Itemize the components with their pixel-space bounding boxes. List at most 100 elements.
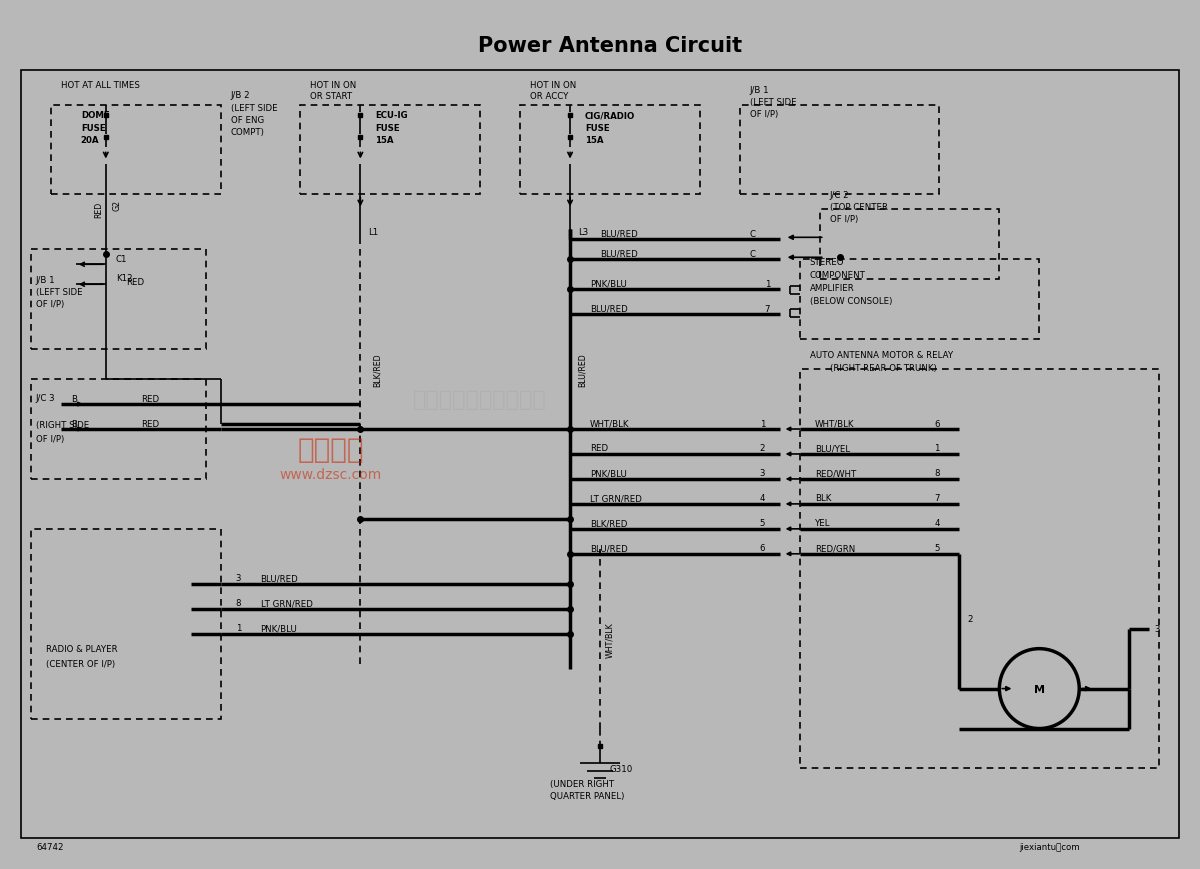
Text: WHT/BLK: WHT/BLK	[815, 419, 854, 428]
Text: G310: G310	[610, 764, 634, 773]
Text: C: C	[750, 229, 756, 239]
Text: C1: C1	[115, 255, 127, 263]
Text: HOT IN ON: HOT IN ON	[311, 81, 356, 90]
Text: RED: RED	[140, 395, 158, 403]
Text: WHT/BLK: WHT/BLK	[590, 419, 630, 428]
Text: 15A: 15A	[586, 136, 604, 145]
Text: YEL: YEL	[815, 519, 830, 527]
Text: 2: 2	[760, 444, 766, 453]
Text: 维库一卡: 维库一卡	[298, 435, 364, 463]
Text: BLK: BLK	[815, 494, 832, 503]
Text: (RIGHT SIDE: (RIGHT SIDE	[36, 420, 89, 429]
Text: J/C 2: J/C 2	[829, 190, 850, 200]
Text: COMPONENT: COMPONENT	[810, 270, 865, 280]
Text: HOT IN ON: HOT IN ON	[530, 81, 576, 90]
Text: RED/WHT: RED/WHT	[815, 469, 856, 478]
Text: OF ENG: OF ENG	[230, 116, 264, 125]
Text: BLU/RED: BLU/RED	[590, 304, 628, 314]
Bar	[820, 210, 1000, 280]
Text: CIG/RADIO: CIG/RADIO	[586, 111, 635, 120]
Text: J/B 1: J/B 1	[750, 86, 769, 95]
Text: 7: 7	[935, 494, 940, 503]
Text: 1: 1	[935, 444, 940, 453]
Text: (RIGHT REAR OF TRUNK): (RIGHT REAR OF TRUNK)	[829, 363, 936, 372]
Text: RADIO & PLAYER: RADIO & PLAYER	[46, 645, 118, 653]
Text: 20A: 20A	[80, 136, 100, 145]
Text: BLU/YEL: BLU/YEL	[815, 444, 850, 453]
Text: PNK/BLU: PNK/BLU	[590, 280, 626, 289]
Text: G2: G2	[113, 200, 121, 210]
Text: B: B	[71, 419, 77, 428]
Text: STEREO: STEREO	[810, 257, 844, 267]
Text: LT GRN/RED: LT GRN/RED	[590, 494, 642, 503]
Text: (CENTER OF I/P): (CENTER OF I/P)	[46, 660, 115, 668]
Text: QUARTER PANEL): QUARTER PANEL)	[550, 791, 624, 800]
Text: 64742: 64742	[36, 842, 64, 851]
Text: BLU/RED: BLU/RED	[600, 249, 637, 258]
Text: PNK/BLU: PNK/BLU	[260, 623, 298, 633]
Text: 4: 4	[760, 494, 766, 503]
Text: (TOP CENTER: (TOP CENTER	[829, 202, 888, 212]
Text: RED: RED	[590, 444, 608, 453]
Text: 3: 3	[1154, 625, 1159, 634]
Bar	[799, 260, 1039, 340]
Text: 3: 3	[760, 469, 766, 478]
Text: OF I/P): OF I/P)	[36, 435, 64, 444]
Text: COMPT): COMPT)	[230, 128, 264, 136]
Bar	[31, 529, 221, 719]
Text: (BELOW CONSOLE): (BELOW CONSOLE)	[810, 296, 892, 305]
Text: OR ACCY: OR ACCY	[530, 92, 569, 101]
Text: J/B 1: J/B 1	[36, 275, 55, 284]
Text: 6: 6	[935, 419, 940, 428]
Text: 7: 7	[764, 304, 770, 314]
Text: RED: RED	[126, 277, 144, 287]
Text: 1: 1	[235, 623, 241, 633]
Text: RED/GRN: RED/GRN	[815, 544, 854, 553]
Text: BLK/RED: BLK/RED	[372, 353, 382, 387]
Text: BLK/RED: BLK/RED	[590, 519, 628, 527]
Text: J/B 2: J/B 2	[230, 91, 251, 100]
Text: 15A: 15A	[376, 136, 394, 145]
Text: 6: 6	[760, 544, 766, 553]
Bar	[31, 380, 205, 480]
Text: HOT AT ALL TIMES: HOT AT ALL TIMES	[61, 81, 139, 90]
Bar	[300, 105, 480, 196]
Text: OF I/P): OF I/P)	[750, 109, 778, 119]
Text: OF I/P): OF I/P)	[829, 215, 858, 223]
Text: jiexiantu．com: jiexiantu．com	[1019, 842, 1080, 851]
Text: AMPLIFIER: AMPLIFIER	[810, 283, 854, 292]
Text: BLU/RED: BLU/RED	[578, 353, 587, 387]
Text: PNK/BLU: PNK/BLU	[590, 469, 626, 478]
Text: 杭州将睐科技有限公司: 杭州将睐科技有限公司	[413, 389, 547, 409]
Text: FUSE: FUSE	[376, 124, 400, 133]
Text: BLU/RED: BLU/RED	[590, 544, 628, 553]
Text: OF I/P): OF I/P)	[36, 299, 64, 308]
Text: WHT/BLK: WHT/BLK	[605, 621, 614, 657]
Text: Power Antenna Circuit: Power Antenna Circuit	[478, 36, 742, 56]
Text: C: C	[750, 249, 756, 258]
Text: DOME: DOME	[80, 111, 109, 120]
Text: 8: 8	[935, 469, 940, 478]
Text: FUSE: FUSE	[80, 124, 106, 133]
Text: 2: 2	[967, 614, 973, 623]
Bar	[20, 70, 1180, 839]
Text: 1: 1	[764, 280, 770, 289]
Text: ECU-IG: ECU-IG	[376, 111, 408, 120]
Text: L1: L1	[368, 228, 379, 236]
Bar	[50, 105, 221, 196]
Text: 4: 4	[935, 519, 940, 527]
Text: M: M	[1033, 684, 1045, 693]
Text: RED: RED	[94, 202, 103, 218]
Text: OR START: OR START	[311, 92, 353, 101]
Text: 3: 3	[235, 574, 241, 582]
Text: www.dzsc.com: www.dzsc.com	[280, 468, 382, 481]
Text: 5: 5	[935, 544, 940, 553]
Text: J/C 3: J/C 3	[36, 393, 55, 402]
Text: AUTO ANTENNA MOTOR & RELAY: AUTO ANTENNA MOTOR & RELAY	[810, 350, 953, 359]
Text: K12: K12	[115, 274, 132, 282]
Bar	[739, 105, 940, 196]
Text: RED: RED	[140, 419, 158, 428]
Text: 8: 8	[235, 599, 241, 607]
Text: L3: L3	[578, 228, 588, 236]
Text: BLU/RED: BLU/RED	[600, 229, 637, 239]
